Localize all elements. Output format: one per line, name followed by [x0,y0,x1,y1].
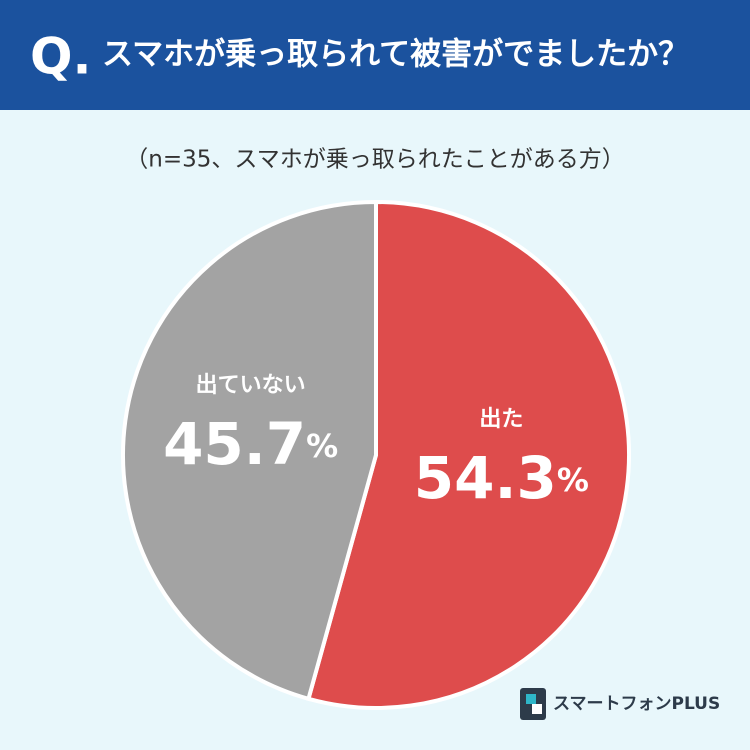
logo-text: スマートフォンPLUS [553,694,720,714]
pie: 出た 54.3% 出ていない 45.7% [121,199,631,710]
slice-label: 出ていない [196,373,306,398]
pie-slice [121,199,378,702]
pie-slice [306,199,631,710]
slice-label: 出た [479,407,523,432]
logo: スマートフォンPLUS [520,688,720,720]
slice-value-label: 54.3% [414,444,589,512]
question-mark: Q. [30,28,92,86]
chart-title: スマホが乗っ取られて被害がでましたか？ [102,37,689,73]
header [0,0,750,110]
chart-subtitle: （n=35、スマホが乗っ取られたことがある方） [125,147,624,173]
slice-value-label: 45.7% [163,410,338,478]
logo-icon [532,704,542,714]
logo-icon [526,694,536,704]
